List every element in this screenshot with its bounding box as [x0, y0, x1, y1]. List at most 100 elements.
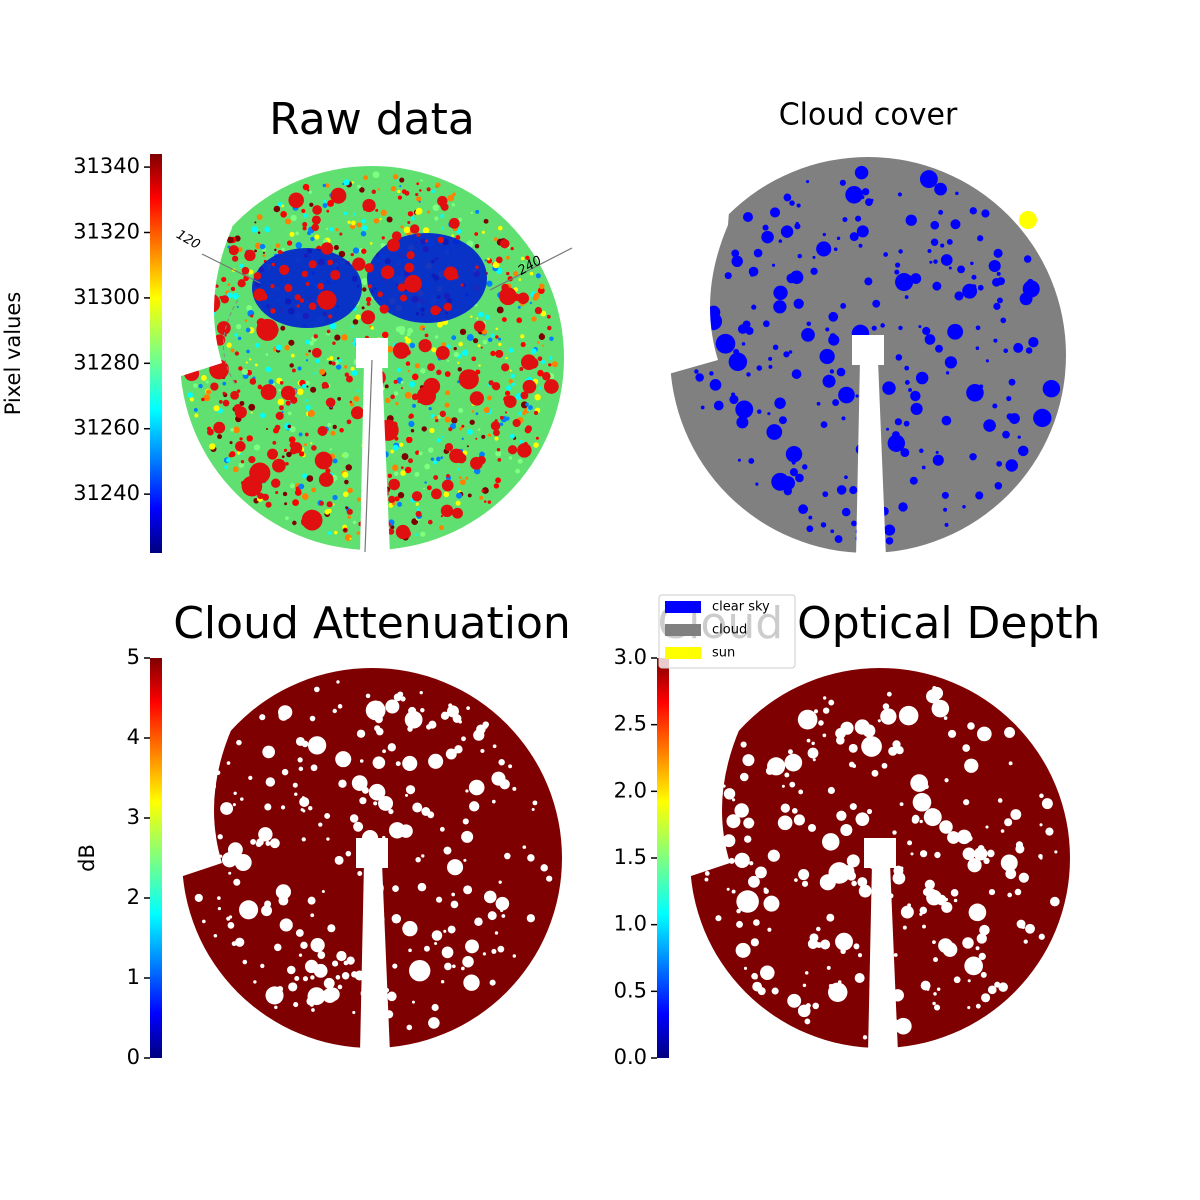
blob [1008, 378, 1016, 386]
blob [851, 520, 857, 527]
pixel-speckle [386, 345, 394, 353]
blob [820, 421, 828, 429]
blob [450, 900, 459, 909]
pixel-speckle [326, 358, 330, 361]
blob [780, 225, 794, 238]
pixel-speckle [397, 195, 403, 200]
pixel-speckle [493, 237, 498, 242]
blob [801, 327, 815, 342]
blob [1004, 818, 1013, 827]
pixel-speckle [310, 386, 317, 393]
blob [407, 726, 413, 732]
blob [476, 724, 486, 735]
blob [975, 325, 981, 331]
pixel-speckle [398, 325, 406, 333]
blob [235, 441, 246, 452]
blob [855, 215, 862, 222]
pixel-speckle [490, 350, 496, 357]
pixel-speckle [440, 456, 444, 459]
pixel-speckle [277, 398, 285, 406]
pixel-speckle [484, 259, 487, 262]
blob [822, 707, 830, 714]
blob [797, 709, 818, 730]
blob [980, 971, 987, 978]
pixel-speckle [337, 396, 342, 401]
blob [294, 294, 301, 301]
blob [744, 835, 752, 843]
blob [419, 690, 423, 695]
pixel-speckle [351, 370, 358, 376]
image-mask [360, 863, 390, 1053]
blob [349, 814, 359, 823]
blob [427, 519, 433, 525]
blob [446, 474, 450, 478]
pixel-speckle [310, 236, 315, 242]
blob [234, 854, 252, 871]
pixel-speckle [322, 199, 327, 204]
blob [474, 395, 482, 403]
pixel-speckle [372, 171, 380, 179]
blob [346, 508, 353, 515]
blob [694, 369, 699, 374]
blob [379, 801, 384, 807]
pixel-speckle [455, 500, 461, 506]
blob [365, 693, 371, 699]
blob [1039, 823, 1043, 827]
blob [768, 356, 773, 361]
colorbar-tick-label: 31320 [73, 219, 140, 243]
blob [778, 416, 787, 425]
colorbar-tick-label: 0 [127, 1045, 140, 1069]
blob [374, 725, 381, 732]
blob [547, 325, 552, 331]
pixel-speckle [505, 356, 508, 360]
blob [894, 262, 901, 268]
pixel-speckle [332, 424, 337, 430]
blob [836, 810, 847, 821]
pixel-speckle [436, 438, 441, 443]
blob [437, 236, 445, 244]
blob [301, 740, 309, 748]
blob [495, 349, 504, 358]
pixel-speckle [287, 424, 292, 429]
blob [919, 906, 928, 915]
pixel-speckle [467, 429, 474, 435]
pixel-speckle [418, 451, 423, 456]
blob [745, 326, 754, 335]
pixel-speckle [399, 185, 402, 188]
blob [929, 694, 935, 700]
blob [825, 327, 830, 332]
blob [351, 775, 368, 791]
blob [812, 1002, 819, 1010]
pixel-speckle [482, 339, 488, 345]
pixel-speckle [256, 214, 263, 220]
blob [310, 975, 315, 980]
blob [895, 354, 903, 361]
blob [713, 400, 724, 411]
blob [886, 691, 892, 697]
blob [789, 200, 795, 206]
pixel-speckle [495, 450, 502, 457]
blob [409, 224, 420, 234]
pixel-speckle [257, 384, 263, 390]
blob [804, 1018, 811, 1025]
blob [543, 379, 559, 394]
blob [907, 840, 913, 846]
pixel-speckle [481, 489, 485, 493]
blob [797, 253, 803, 259]
blob [239, 900, 259, 920]
blob [227, 842, 243, 858]
pixel-speckle [314, 234, 320, 240]
pixel-speckle [305, 352, 309, 356]
blob [397, 691, 404, 698]
blob [397, 283, 407, 292]
blob [274, 943, 282, 952]
blob [498, 880, 502, 884]
pixel-speckle [193, 383, 198, 388]
pixel-speckle [487, 433, 492, 437]
blob [431, 930, 443, 941]
blob [812, 255, 816, 259]
blob [382, 749, 386, 754]
blob [338, 779, 347, 788]
pixel-speckle [238, 462, 245, 468]
pixel-speckle [282, 491, 288, 497]
